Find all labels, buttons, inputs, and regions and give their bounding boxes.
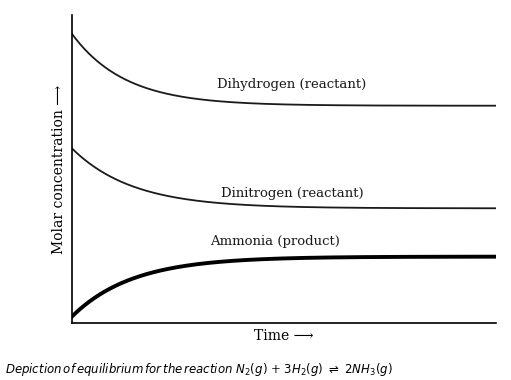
Y-axis label: Molar concentration ⟶: Molar concentration ⟶ — [52, 84, 66, 254]
Text: $\it{Depiction\/of\/equilibrium\/for\/the\/reaction}$ $N_2(g)$ + $3H_2(g)$ $\rig: $\it{Depiction\/of\/equilibrium\/for\/th… — [5, 361, 393, 378]
Text: Dinitrogen (reactant): Dinitrogen (reactant) — [221, 187, 363, 200]
Text: Ammonia (product): Ammonia (product) — [210, 235, 340, 248]
Text: Dihydrogen (reactant): Dihydrogen (reactant) — [218, 78, 367, 91]
X-axis label: Time ⟶: Time ⟶ — [254, 329, 313, 342]
